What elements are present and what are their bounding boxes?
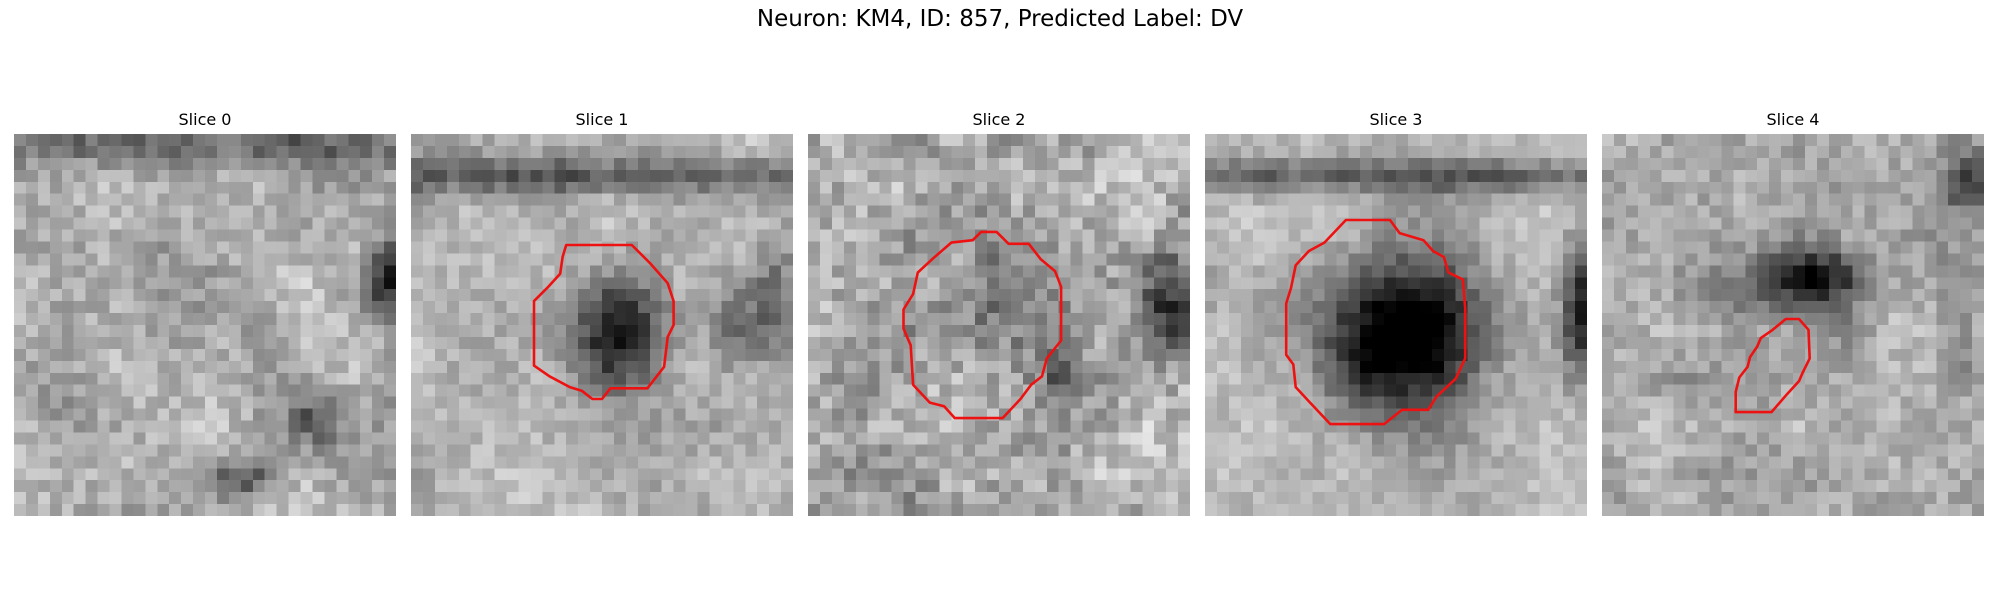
figure-title: Neuron: KM4, ID: 857, Predicted Label: D… — [756, 6, 1244, 32]
slice-4-contour — [1734, 317, 1811, 414]
slice-0-title: Slice 0 — [178, 110, 232, 129]
slice-1-contour — [532, 243, 675, 401]
slice-3-image — [1205, 134, 1587, 516]
slice-2-contour — [902, 230, 1063, 420]
slice-4-title: Slice 4 — [1766, 110, 1820, 129]
slice-3-contour — [1284, 218, 1467, 426]
slice-1-image — [411, 134, 793, 516]
slice-1-title: Slice 1 — [575, 110, 629, 129]
slice-2-title: Slice 2 — [972, 110, 1026, 129]
slice-4-image — [1602, 134, 1984, 516]
slice-0-image — [14, 134, 396, 516]
slice-2-image — [808, 134, 1190, 516]
slice-3-title: Slice 3 — [1369, 110, 1423, 129]
